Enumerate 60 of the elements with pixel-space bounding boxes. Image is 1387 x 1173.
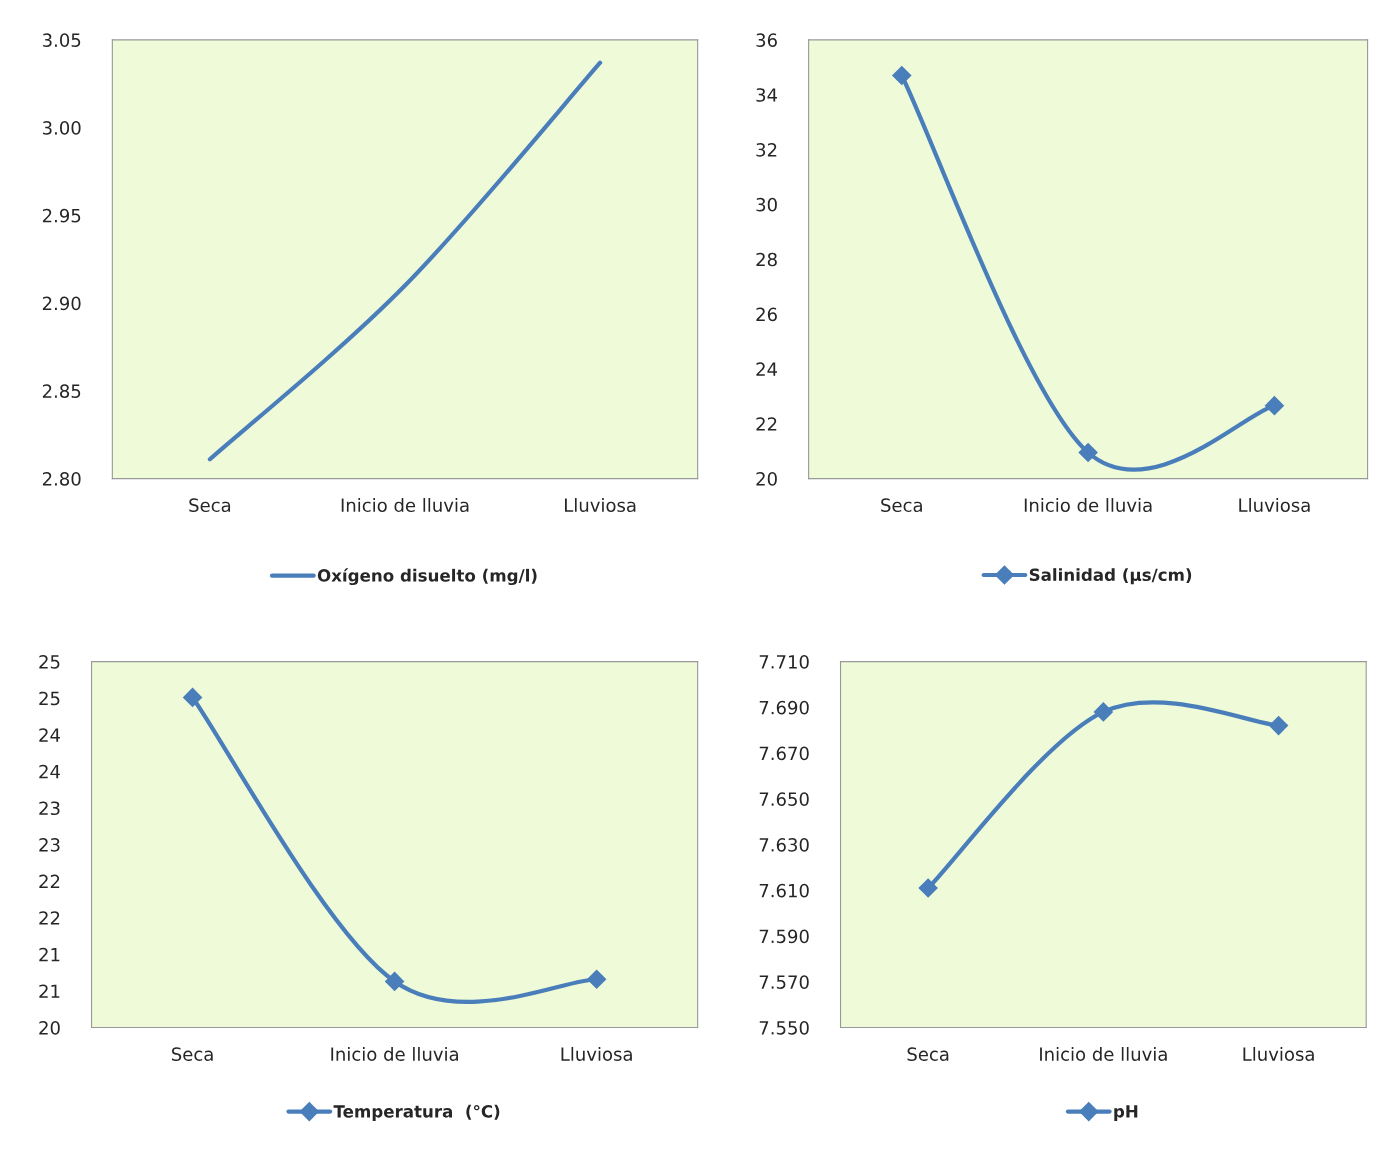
y-tick-label: 7.610 bbox=[759, 883, 809, 898]
y-tick-label: 34 bbox=[756, 88, 778, 102]
point bbox=[1269, 716, 1289, 736]
y-tick-label: 7.650 bbox=[759, 792, 809, 806]
x-tick-label: Lluviosa bbox=[561, 1046, 632, 1061]
y-tick-label: 7.670 bbox=[759, 746, 809, 761]
legend-label: Temperatura (°C) bbox=[333, 1104, 500, 1121]
y-tick-label: 22 bbox=[39, 874, 60, 889]
y-tick-label: 7.710 bbox=[759, 655, 809, 669]
y-tick-label: 2.85 bbox=[42, 384, 81, 398]
x-tick-label: Lluviosa bbox=[565, 498, 636, 512]
x-tick-label: Lluviosa bbox=[1239, 498, 1310, 512]
y-tick-label: 21 bbox=[39, 947, 60, 962]
y-tick-label: 20 bbox=[756, 472, 777, 486]
point bbox=[1093, 702, 1113, 722]
point bbox=[892, 65, 912, 86]
x-tick-label: Inicio de lluvia bbox=[331, 1046, 458, 1061]
x-tick-label: Seca bbox=[189, 498, 231, 512]
y-tick-label: 23 bbox=[39, 838, 60, 852]
x-tick-label: Seca bbox=[171, 1047, 213, 1061]
y-tick-label: 24 bbox=[39, 728, 60, 742]
y-tick-label: 28 bbox=[756, 252, 777, 267]
y-tick-label: 7.570 bbox=[759, 975, 809, 989]
x-tick-label: Inicio de lluvia bbox=[1040, 1046, 1167, 1061]
y-tick-label: 22 bbox=[39, 911, 60, 925]
x-tick-label: Lluviosa bbox=[1243, 1046, 1314, 1061]
y-tick-label: 3.05 bbox=[42, 33, 81, 47]
point bbox=[1078, 443, 1098, 463]
point bbox=[385, 971, 405, 991]
point bbox=[918, 878, 938, 898]
point bbox=[183, 687, 203, 707]
y-tick-label: 23 bbox=[39, 801, 60, 816]
point bbox=[1264, 396, 1284, 416]
x-tick-label: Seca bbox=[881, 498, 922, 512]
legend-label: pH bbox=[1114, 1105, 1138, 1121]
y-tick-label: 22 bbox=[756, 417, 777, 431]
y-tick-label: 24 bbox=[756, 362, 778, 376]
y-tick-label: 7.590 bbox=[759, 929, 809, 944]
y-tick-label: 3.00 bbox=[42, 121, 81, 135]
y-tick-label: 24 bbox=[39, 764, 60, 779]
y-tick-label: 7.630 bbox=[759, 838, 809, 852]
y-tick-label: 20 bbox=[39, 1021, 60, 1035]
y-tick-label: 2.80 bbox=[42, 472, 81, 486]
y-tick-label: 2.90 bbox=[42, 296, 81, 311]
legend-label: Salinidad (µs/cm) bbox=[1029, 568, 1192, 585]
y-tick-label: 26 bbox=[756, 307, 777, 322]
y-tick-label: 7.690 bbox=[759, 700, 809, 715]
y-tick-label: 21 bbox=[39, 984, 60, 998]
x-tick-label: Seca bbox=[907, 1047, 949, 1061]
y-tick-label: 2.95 bbox=[42, 208, 81, 223]
legend-label: Oxígeno disuelto (mg/l) bbox=[317, 568, 537, 586]
point bbox=[587, 969, 607, 989]
y-tick-label: 7.550 bbox=[759, 1021, 809, 1035]
y-tick-label: 25 bbox=[39, 691, 60, 706]
y-tick-label: 36 bbox=[756, 33, 777, 47]
y-tick-label: 30 bbox=[756, 197, 777, 212]
y-tick-label: 32 bbox=[756, 143, 777, 157]
x-tick-label: Inicio de lluvia bbox=[341, 498, 469, 512]
x-tick-label: Inicio de lluvia bbox=[1024, 498, 1152, 512]
y-tick-label: 25 bbox=[39, 655, 60, 669]
